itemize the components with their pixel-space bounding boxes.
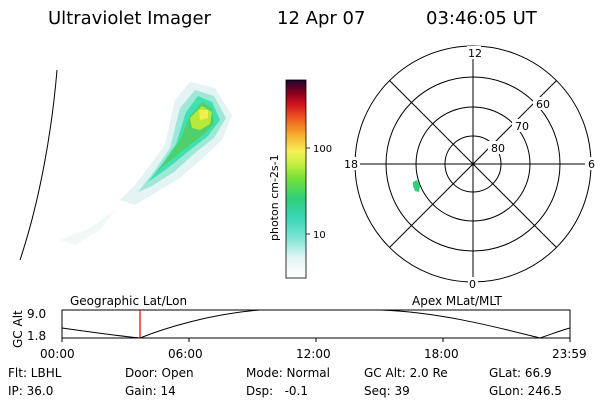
- timeline-xtick-1800: 18:00: [424, 347, 459, 361]
- timeline-xtick-2359: 23:59: [552, 347, 587, 361]
- polar-grid-plot: 12 18 6 0 60 70 80: [342, 45, 597, 291]
- aurora-polar-spot: [413, 180, 420, 192]
- mlt-label-0: 0: [469, 278, 476, 291]
- lat-label-80: 80: [491, 142, 505, 155]
- colorbar-label: photon cm-2s-1: [268, 154, 281, 241]
- aurora-emission: [60, 82, 232, 245]
- gain-status: Gain: 14: [125, 384, 176, 398]
- seq-status: Seq: 39: [364, 384, 410, 398]
- ip-status: IP: 36.0: [8, 384, 54, 398]
- altitude-timeline: GC Alt 9.0 1.8: [11, 307, 571, 348]
- auroral-image-panel: [19, 69, 232, 261]
- timeline-right-label: Apex MLat/MLT: [412, 294, 502, 308]
- gc-alt-status: GC Alt: 2.0 Re: [364, 366, 448, 380]
- mlt-label-18: 18: [344, 158, 358, 171]
- colorbar-tick-100: 100: [313, 144, 332, 155]
- timeline-xtick-0000: 00:00: [40, 347, 75, 361]
- earth-limb-arc: [19, 69, 58, 261]
- altitude-curve: [61, 309, 571, 339]
- timeline-xtick-0600: 06:00: [168, 347, 203, 361]
- dsp-status: Dsp: -0.1: [246, 384, 309, 398]
- mlt-label-6: 6: [588, 158, 595, 171]
- time-label: 03:46:05 UT: [426, 8, 537, 29]
- glat-status: GLat: 66.9: [489, 366, 552, 380]
- timeline-left-label: Geographic Lat/Lon: [70, 294, 188, 308]
- timeline-axis-title: GC Alt: [11, 310, 25, 348]
- colorbar-tick-10: 10: [313, 230, 326, 241]
- colorbar: 100 10 photon cm-2s-1: [268, 79, 332, 279]
- timeline-ytick-9: 9.0: [27, 307, 46, 321]
- date-label: 12 Apr 07: [277, 8, 366, 29]
- door-status: Door: Open: [125, 366, 194, 380]
- filter-status: Flt: LBHL: [8, 366, 62, 380]
- timeline-ytick-1.8: 1.8: [27, 329, 46, 343]
- mode-status: Mode: Normal: [246, 366, 330, 380]
- lat-label-70: 70: [515, 120, 529, 133]
- timeline-xtick-1200: 12:00: [296, 347, 331, 361]
- mlt-label-12: 12: [468, 47, 482, 60]
- glon-status: GLon: 246.5: [489, 384, 562, 398]
- lat-label-60: 60: [536, 98, 550, 111]
- app-title: Ultraviolet Imager: [48, 8, 211, 29]
